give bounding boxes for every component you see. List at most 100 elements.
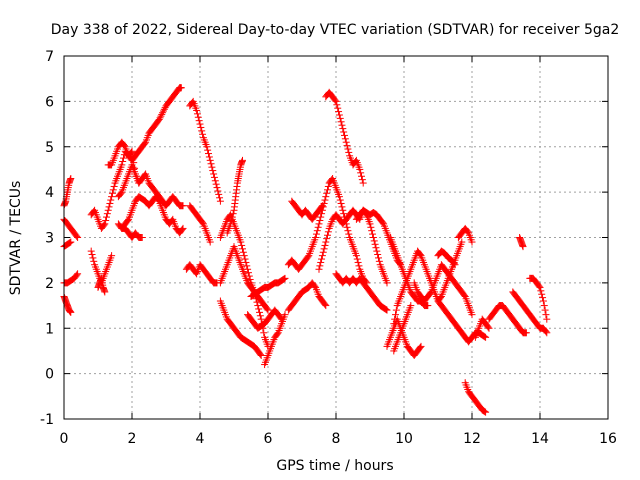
x-tick-label: 8 [332, 431, 341, 447]
data-point-plus [322, 302, 330, 310]
data-point-plus [316, 216, 324, 224]
data-point-plus [369, 230, 377, 238]
data-point-plus [451, 261, 459, 269]
data-point-plus [480, 407, 488, 415]
data-point-plus [373, 247, 381, 255]
data-point-plus [102, 216, 110, 224]
data-point-plus [320, 245, 328, 253]
y-tick-label: 0 [45, 367, 54, 383]
data-point-plus [108, 252, 116, 260]
data-point-plus [543, 315, 551, 323]
data-point-plus [177, 84, 185, 92]
data-point-plus [318, 255, 326, 263]
data-point-plus [237, 238, 245, 246]
data-point-plus [108, 193, 116, 201]
data-point-plus [213, 184, 221, 192]
data-point-plus [375, 254, 382, 262]
data-point-plus [239, 156, 246, 164]
data-point-plus [370, 237, 378, 245]
data-point-plus [243, 262, 251, 270]
data-point-plus [179, 202, 187, 210]
data-point-plus [318, 203, 326, 211]
data-point-plus [204, 146, 212, 154]
data-point-plus [392, 306, 400, 314]
data-point-plus [264, 306, 272, 314]
data-point-plus [354, 258, 362, 266]
data-point-plus [194, 113, 202, 121]
data-point-plus [154, 196, 162, 204]
x-tick-label: 14 [531, 431, 549, 447]
data-point-plus [382, 306, 390, 314]
data-point-plus [263, 305, 271, 313]
data-point-plus [278, 315, 286, 323]
data-point-plus [206, 238, 214, 246]
data-point-plus [280, 275, 288, 283]
data-point-plus [156, 114, 164, 122]
data-point-plus [323, 189, 331, 197]
data-point-plus [67, 238, 75, 246]
data-point-plus [314, 223, 322, 231]
data-point-plus [103, 210, 111, 218]
data-point-plus [366, 220, 374, 228]
data-point-plus [319, 248, 327, 256]
data-point-plus [481, 333, 489, 341]
data-point-plus [337, 118, 345, 126]
data-point-plus [229, 210, 237, 218]
data-point-plus [106, 199, 114, 207]
data-point-plus [65, 239, 73, 247]
y-axis-label: SDTVAR / TECUs [8, 181, 24, 296]
data-point-plus [374, 251, 382, 259]
data-point-plus [304, 253, 312, 261]
y-tick-label: 6 [45, 94, 54, 110]
data-point-plus [321, 241, 329, 249]
data-point-plus [161, 104, 169, 112]
data-point-plus [337, 199, 345, 207]
data-point-plus [357, 169, 365, 177]
data-point-plus [541, 306, 549, 314]
data-point-plus [195, 117, 203, 125]
data-point-plus [212, 180, 220, 188]
data-point-plus [206, 156, 214, 164]
y-tick-label: -1 [40, 412, 54, 428]
data-point-plus [332, 97, 340, 105]
data-point-plus [335, 108, 343, 116]
data-point-plus [379, 219, 387, 227]
data-point-plus [468, 311, 476, 319]
data-point-plus [103, 213, 110, 221]
data-point-plus [538, 290, 546, 298]
data-point-plus [321, 300, 329, 308]
data-point-plus [211, 177, 219, 185]
data-point-plus [324, 228, 332, 236]
data-point-plus [485, 324, 493, 332]
data-point-plus [108, 189, 116, 197]
data-point-plus [484, 323, 492, 331]
data-point-plus [110, 182, 118, 190]
data-point-plus [416, 344, 424, 352]
data-point-plus [197, 123, 205, 131]
data-point-plus [205, 153, 213, 161]
x-tick-label: 0 [60, 431, 69, 447]
data-point-plus [178, 226, 186, 234]
data-point-plus [371, 240, 379, 248]
data-point-plus [227, 216, 235, 224]
data-point-plus [107, 196, 115, 204]
data-point-plus [238, 241, 246, 249]
data-point-plus [124, 216, 132, 224]
data-point-plus [340, 210, 348, 218]
data-point-plus [331, 96, 339, 104]
data-point-plus [118, 161, 126, 169]
data-point-plus [179, 224, 187, 232]
data-point-plus [383, 306, 391, 314]
data-point-plus [311, 282, 319, 290]
data-point-plus [352, 252, 360, 260]
data-point-plus [210, 173, 218, 181]
data-point-plus [205, 150, 212, 158]
data-point-plus [120, 142, 128, 150]
data-point-plus [372, 244, 380, 252]
data-point-plus [196, 120, 204, 128]
data-point-plus [359, 179, 367, 187]
x-tick-label: 16 [599, 431, 617, 447]
data-point-plus [228, 213, 236, 221]
data-point-plus [240, 252, 248, 260]
data-point-plus [334, 104, 342, 112]
